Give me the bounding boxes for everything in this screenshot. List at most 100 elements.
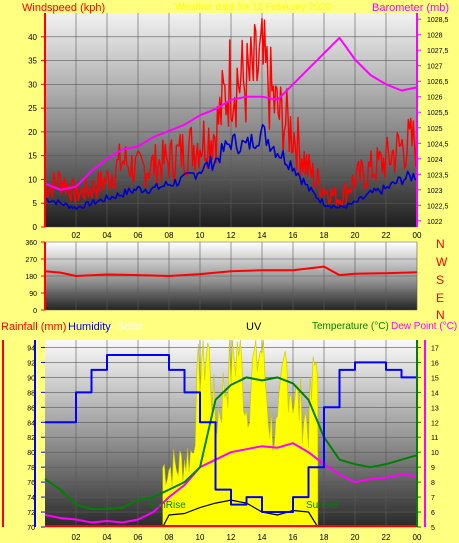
temperature-y-tick-label: 11	[431, 435, 438, 442]
dewpoint-series-line	[44, 442, 418, 524]
humidity-y-tick-label: 82	[27, 435, 35, 442]
wind-y-tick-label: 10	[28, 175, 37, 184]
wind-y-tick-label: 25	[28, 104, 37, 113]
wind-y-tick-label: 15	[28, 152, 37, 161]
sunset-annotation: SunSet	[306, 500, 339, 511]
humidity-y-tick-label: 92	[27, 360, 35, 367]
humidity-y-tick-label: 84	[27, 420, 35, 427]
barometer-axis-title: Barometer (mb)	[372, 2, 450, 14]
humidity-y-tick-label: 94	[27, 345, 35, 352]
temp-x-tick-label: 10	[196, 533, 205, 542]
humidity-y-tick-label: 70	[27, 525, 35, 532]
temperature-y-tick-label: 9	[431, 465, 435, 472]
temp-x-tick-label: 02	[72, 533, 81, 542]
humidity-y-tick-label: 80	[27, 450, 35, 457]
wind-y-tick-label: 20	[28, 128, 37, 137]
wind-x-tick-label: 14	[258, 231, 267, 240]
barometer-y-tick-label: 1028,5	[427, 17, 449, 24]
temperature-y-tick-label: 10	[431, 450, 439, 457]
compass-label-w: W	[436, 255, 448, 269]
wind-x-tick-label: 20	[351, 231, 360, 240]
temperature-y-tick-label: 5	[431, 525, 435, 532]
humidity-y-tick-label: 78	[27, 465, 35, 472]
wind-x-tick-label: 18	[320, 231, 329, 240]
temperature-series-line	[44, 376, 418, 510]
barometer-y-tick-label: 1023,5	[427, 172, 449, 179]
wind-y-tick-label: 0	[33, 223, 38, 232]
legend-temperature: Temperature (°C)	[312, 321, 389, 332]
average-wind-series-line	[44, 124, 418, 211]
legend-dewpoint: Dew Point (°C)	[391, 321, 458, 332]
wind-x-tick-label: 02	[72, 231, 81, 240]
barometer-y-tick-label: 1027,5	[427, 48, 449, 55]
barometer-y-tick-label: 1026,5	[427, 79, 449, 86]
direction-y-tick-label: 270	[25, 257, 37, 264]
compass-label-n-top: N	[436, 237, 445, 251]
barometer-y-tick-label: 1025	[427, 126, 443, 133]
wind-x-tick-label: 04	[103, 231, 112, 240]
temperature-y-tick-label: 17	[431, 345, 439, 352]
temperature-y-tick-label: 15	[431, 375, 439, 382]
uv-series-line	[162, 499, 319, 528]
solar-area	[162, 339, 319, 528]
direction-y-tick-label: 180	[25, 274, 37, 281]
sunrise-annotation: SunRise	[148, 500, 186, 511]
temp-x-tick-label: 06	[134, 533, 143, 542]
temp-x-tick-label: 08	[165, 533, 174, 542]
legend-uv: UV	[246, 321, 262, 333]
humidity-y-tick-label: 76	[27, 480, 35, 487]
temp-x-tick-label: 14	[258, 533, 267, 542]
wind-x-tick-label: 00	[413, 231, 422, 240]
compass-label-s: S	[436, 273, 445, 287]
temp-x-tick-label: 18	[320, 533, 329, 542]
wind-x-tick-label: 12	[227, 231, 236, 240]
barometer-y-tick-label: 1024,5	[427, 141, 449, 148]
temp-x-tick-label: 22	[382, 533, 391, 542]
barometer-y-tick-label: 1025,5	[427, 110, 449, 117]
temperature-y-tick-label: 7	[431, 495, 435, 502]
direction-series-line	[44, 265, 418, 277]
temp-x-tick-label: 12	[227, 533, 236, 542]
barometer-y-tick-label: 1027	[427, 64, 443, 71]
wind-x-tick-label: 10	[196, 231, 205, 240]
windspeed-series-line	[44, 17, 418, 208]
humidity-y-tick-label: 88	[27, 390, 35, 397]
temperature-y-tick-label: 8	[431, 480, 435, 487]
temp-x-tick-label: 16	[289, 533, 298, 542]
wind-y-tick-label: 5	[33, 199, 38, 208]
temperature-y-tick-label: 12	[431, 420, 439, 427]
direction-y-tick-label: 360	[25, 240, 37, 247]
humidity-y-tick-label: 72	[27, 510, 35, 517]
barometer-y-tick-label: 1024	[427, 157, 443, 164]
humidity-series-line	[45, 354, 417, 513]
direction-y-tick-label: 90	[29, 291, 37, 298]
humidity-y-tick-label: 74	[27, 495, 35, 502]
humidity-y-tick-label: 90	[27, 375, 35, 382]
wind-x-tick-label: 22	[382, 231, 391, 240]
temp-x-tick-label: 00	[413, 533, 422, 542]
wind-x-tick-label: 08	[165, 231, 174, 240]
compass-label-n-bottom: N	[436, 308, 445, 322]
wind-axis-title: Windspeed (kph)	[22, 2, 106, 14]
barometer-series-line	[44, 36, 418, 191]
wind-y-tick-label: 30	[28, 80, 37, 89]
temperature-y-tick-label: 16	[431, 360, 439, 367]
temp-x-tick-label: 04	[103, 533, 112, 542]
barometer-y-tick-label: 1022	[427, 219, 443, 226]
temp-x-tick-label: 20	[351, 533, 360, 542]
barometer-y-tick-label: 1023	[427, 188, 443, 195]
barometer-y-tick-label: 1028	[427, 33, 443, 40]
direction-y-tick-label: 0	[33, 308, 37, 315]
temperature-y-tick-label: 14	[431, 390, 439, 397]
compass-label-e: E	[436, 291, 445, 305]
barometer-y-tick-label: 1026	[427, 95, 443, 102]
temperature-y-tick-label: 13	[431, 405, 439, 412]
barometer-y-tick-label: 1022,5	[427, 203, 449, 210]
temperature-y-tick-label: 6	[431, 510, 435, 517]
legend-solar: Solar	[117, 321, 143, 333]
wind-x-tick-label: 16	[289, 231, 298, 240]
wind-y-tick-label: 35	[28, 57, 37, 66]
wind-y-tick-label: 40	[28, 33, 37, 42]
